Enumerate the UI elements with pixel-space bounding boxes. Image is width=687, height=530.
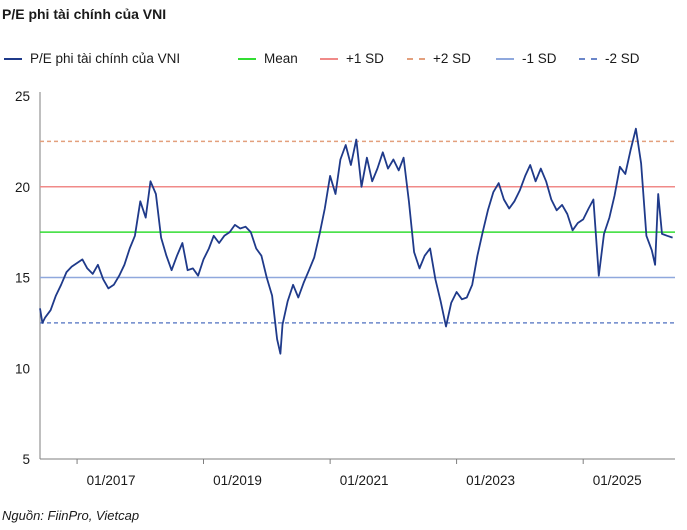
x-tick-label: 01/2019 (213, 473, 262, 488)
y-tick-label: 25 (15, 89, 30, 104)
chart-title: P/E phi tài chính của VNI (2, 6, 167, 22)
y-tick-label: 15 (15, 271, 30, 286)
legend-swatch (320, 57, 338, 60)
series-line-pe (39, 127, 673, 355)
y-tick-label: 20 (15, 180, 30, 195)
x-tick-label: 01/2025 (593, 473, 642, 488)
legend-label: -1 SD (522, 51, 557, 66)
legend-swatch (407, 57, 425, 60)
x-tick-label: 01/2021 (340, 473, 389, 488)
x-tick-label: 01/2017 (87, 473, 136, 488)
legend-swatch (238, 57, 256, 60)
legend-item: -1 SD (496, 51, 557, 66)
legend-swatch (579, 57, 597, 60)
y-tick-label: 5 (22, 452, 30, 467)
legend-item: P/E phi tài chính của VNI (4, 51, 180, 66)
legend-item: -2 SD (579, 51, 640, 66)
legend-swatch (496, 57, 514, 60)
legend-label: -2 SD (605, 51, 640, 66)
legend-label: +1 SD (346, 51, 384, 66)
chart-source: Nguồn: FiinPro, Vietcap (2, 508, 140, 523)
legend-label: Mean (264, 51, 298, 66)
legend-label: +2 SD (433, 51, 471, 66)
x-tick-label: 01/2023 (466, 473, 515, 488)
legend-label: P/E phi tài chính của VNI (30, 51, 181, 66)
legend-item: +2 SD (407, 51, 471, 66)
legend-item: +1 SD (320, 51, 384, 66)
legend-swatch (4, 57, 22, 60)
plot-area: 5 10 15 20 25 01/2017 01/2019 01/2021 01/2023 01/… (15, 89, 675, 488)
legend-item: Mean (238, 51, 298, 66)
y-tick-label: 10 (15, 361, 30, 376)
chart-legend: P/E phi tài chính của VNI Mean +1 SD +2 SD -… (2, 51, 687, 69)
